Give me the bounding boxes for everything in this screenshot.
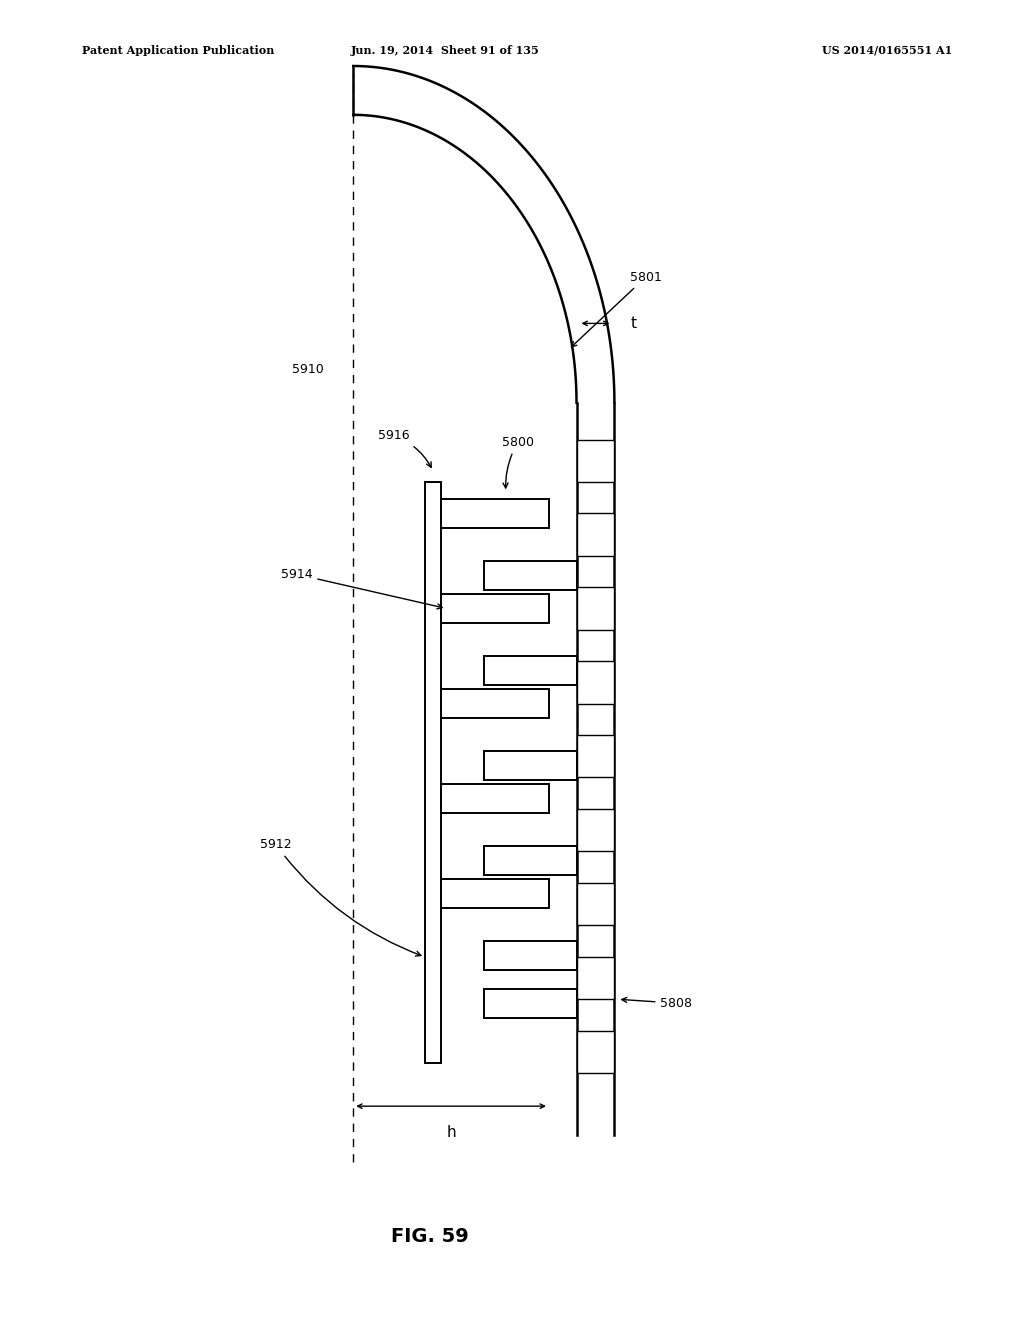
- Text: 5800: 5800: [502, 436, 534, 488]
- Text: 5801: 5801: [571, 271, 662, 347]
- Bar: [577, 661, 614, 704]
- Bar: [441, 689, 549, 718]
- Bar: [577, 735, 614, 777]
- Bar: [441, 594, 549, 623]
- Text: t: t: [631, 315, 637, 331]
- Bar: [441, 499, 549, 528]
- Bar: [577, 587, 614, 630]
- Bar: [484, 751, 577, 780]
- Bar: [441, 879, 549, 908]
- Text: 5912: 5912: [260, 838, 421, 956]
- Text: 5914: 5914: [281, 568, 442, 609]
- Bar: [484, 846, 577, 875]
- Bar: [484, 656, 577, 685]
- Text: US 2014/0165551 A1: US 2014/0165551 A1: [822, 45, 952, 55]
- Text: Jun. 19, 2014  Sheet 91 of 135: Jun. 19, 2014 Sheet 91 of 135: [351, 45, 540, 55]
- Bar: [484, 561, 577, 590]
- Text: 5808: 5808: [622, 997, 692, 1010]
- Text: 5916: 5916: [379, 429, 431, 467]
- Bar: [577, 513, 614, 556]
- Text: h: h: [446, 1125, 456, 1139]
- Bar: [441, 784, 549, 813]
- Bar: [484, 941, 577, 970]
- Bar: [484, 989, 577, 1018]
- Bar: [425, 482, 441, 1063]
- Bar: [577, 440, 614, 482]
- Bar: [577, 1031, 614, 1073]
- Bar: [577, 809, 614, 851]
- Text: 5910: 5910: [292, 363, 324, 376]
- Text: Patent Application Publication: Patent Application Publication: [82, 45, 274, 55]
- Text: FIG. 59: FIG. 59: [391, 1228, 469, 1246]
- Bar: [577, 883, 614, 925]
- Bar: [577, 957, 614, 999]
